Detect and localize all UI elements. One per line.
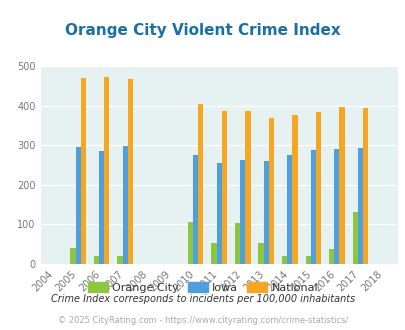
Bar [315, 112, 320, 264]
Bar [193, 155, 198, 264]
Bar [99, 151, 104, 264]
Bar [81, 78, 86, 264]
Bar [234, 223, 240, 264]
Bar [258, 243, 263, 264]
Bar [263, 161, 268, 264]
Bar [339, 107, 344, 264]
Bar [286, 155, 292, 264]
Bar [211, 243, 216, 264]
Bar [94, 256, 99, 264]
Bar [328, 249, 333, 264]
Bar [305, 256, 310, 264]
Bar [216, 163, 221, 264]
Text: Orange City Violent Crime Index: Orange City Violent Crime Index [65, 23, 340, 38]
Bar [221, 111, 226, 264]
Bar [128, 79, 133, 264]
Text: Crime Index corresponds to incidents per 100,000 inhabitants: Crime Index corresponds to incidents per… [51, 294, 354, 304]
Bar [352, 212, 357, 264]
Bar [104, 77, 109, 264]
Bar [292, 115, 297, 264]
Bar [268, 118, 273, 264]
Bar [310, 149, 315, 264]
Bar [245, 111, 250, 264]
Bar [75, 147, 81, 264]
Bar [198, 104, 203, 264]
Bar [362, 108, 367, 264]
Bar [240, 160, 245, 264]
Legend: Orange City, Iowa, National: Orange City, Iowa, National [83, 278, 322, 297]
Text: © 2025 CityRating.com - https://www.cityrating.com/crime-statistics/: © 2025 CityRating.com - https://www.city… [58, 316, 347, 325]
Bar [357, 148, 362, 264]
Bar [188, 222, 193, 264]
Bar [333, 149, 339, 264]
Bar [122, 146, 128, 264]
Bar [281, 256, 286, 264]
Bar [70, 248, 75, 264]
Bar [117, 256, 122, 264]
